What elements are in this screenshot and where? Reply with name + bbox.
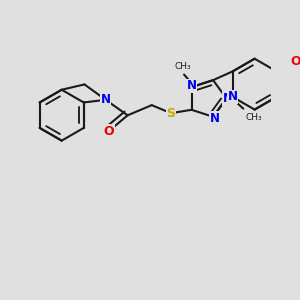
Text: N: N [223, 92, 233, 105]
Text: N: N [187, 79, 196, 92]
Text: S: S [167, 107, 176, 120]
Text: O: O [103, 125, 114, 138]
Text: CH₃: CH₃ [174, 62, 191, 71]
Text: N: N [101, 93, 111, 106]
Text: N: N [228, 90, 238, 104]
Text: O: O [291, 55, 300, 68]
Text: N: N [209, 112, 219, 124]
Text: CH₃: CH₃ [246, 113, 262, 122]
